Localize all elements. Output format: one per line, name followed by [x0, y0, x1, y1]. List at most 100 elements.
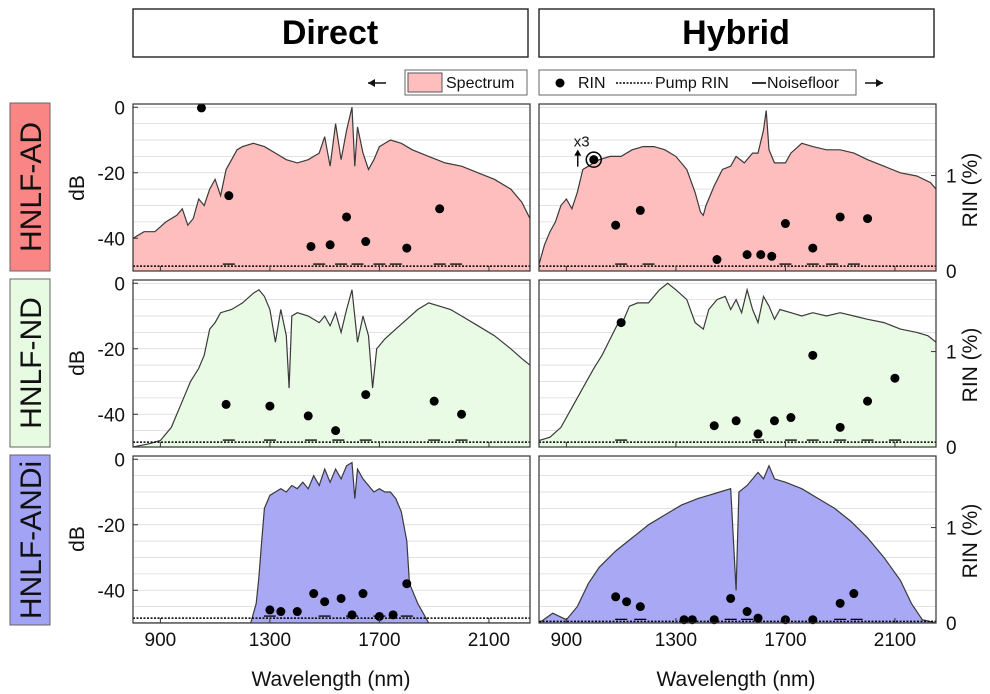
rin-point [388, 610, 398, 620]
rin-point [835, 598, 845, 608]
rin-point [402, 243, 412, 253]
spectrum-line [539, 110, 936, 265]
rin-point [679, 615, 689, 625]
rin-point [890, 373, 900, 383]
legend-rin-label: RIN [578, 75, 606, 92]
ytick-db-label: -40 [98, 581, 125, 602]
rin-point [769, 416, 779, 426]
rin-point [429, 396, 439, 406]
spectrum-fill [133, 289, 530, 447]
rin-point [358, 589, 368, 599]
rin-point [622, 597, 632, 607]
panel-plot-area [133, 107, 530, 271]
up-arrow-head-icon [574, 149, 582, 156]
panel-hnlf-nd-direct: 0 -20 -40 [98, 274, 531, 448]
rin-point [611, 592, 621, 602]
ytick-rin-label: 1 [946, 343, 957, 364]
ylabel-db-row1: dB [66, 175, 89, 201]
rin-point [712, 255, 722, 265]
legend-right: RIN Pump RIN Noisefloor [538, 69, 883, 96]
rin-point [753, 613, 763, 623]
panel-frame [538, 455, 937, 624]
rin-point [726, 593, 736, 603]
ytick-db-label: 0 [114, 98, 125, 119]
spectrum-line [539, 464, 936, 623]
rin-point [863, 396, 873, 406]
spectrum-line [133, 289, 530, 447]
ylabel-db-row2: dB [66, 350, 89, 376]
annotation-label: x3 [574, 134, 590, 151]
rin-point [589, 155, 599, 165]
panel-frame [132, 455, 531, 624]
panel-hnlf-ad-direct: 0 -20 -40 [98, 98, 531, 272]
panel-hnlf-ad-hybrid: 0 1 x3 [538, 103, 957, 283]
spectrum-fill [539, 283, 936, 447]
panel-frame [538, 103, 937, 272]
rin-point [325, 240, 335, 250]
legend-spectrum-label: Spectrum [446, 75, 514, 92]
rin-point [808, 615, 818, 625]
legend-noisefloor-label: Noisefloor [767, 75, 840, 92]
rin-point [265, 401, 275, 411]
rin-point [611, 220, 621, 230]
rin-point [786, 413, 796, 423]
xtick-label: 2100 [874, 630, 916, 651]
rin-point [331, 426, 341, 436]
spectrum-line [539, 282, 936, 442]
rin-point [361, 237, 371, 247]
panel-frame [132, 279, 531, 448]
rin-point [347, 610, 357, 620]
right-arrow-head-icon [876, 79, 883, 87]
col-title-direct: Direct [132, 8, 529, 58]
panel-frame [538, 279, 937, 448]
spectrum-line [133, 107, 530, 239]
rin-point [342, 212, 352, 222]
annotation-ring [585, 151, 603, 168]
spectrum-fill [539, 110, 936, 271]
panel-plot-area [539, 282, 936, 447]
ytick-db-label: -40 [98, 405, 125, 426]
rin-point [753, 429, 763, 439]
rin-point [709, 421, 719, 431]
rin-point [731, 416, 741, 426]
panel-hnlf-andi-hybrid: 0 1 900 1300 1700 2100 [538, 455, 957, 651]
ytick-rin-label: 1 [946, 167, 957, 188]
rin-point [635, 205, 645, 215]
rin-point [635, 602, 645, 612]
ytick-db-label: -40 [98, 229, 125, 250]
rin-point [224, 191, 234, 201]
rin-point [435, 204, 445, 214]
ytick-db-label: 0 [114, 274, 125, 295]
xtick-label: 900 [145, 630, 177, 651]
spectrum-fill [133, 107, 530, 271]
xtick-label: 1300 [655, 630, 697, 651]
rin-point [742, 607, 752, 617]
rin-point [309, 589, 319, 599]
rin-point [265, 605, 275, 615]
col-title-hybrid: Hybrid [538, 8, 935, 58]
rin-point [808, 350, 818, 360]
legend-pump-rin-label: Pump RIN [655, 75, 729, 92]
panel-plot-area [539, 110, 936, 271]
legend-spectrum-swatch [407, 72, 443, 93]
ylabel-rin-row2: RIN (%) [959, 328, 982, 403]
panel-hnlf-andi-direct: 0 -20 -40 900 1300 1700 2100 [98, 450, 531, 651]
xlabel-hybrid: Wavelength (nm) [656, 668, 815, 691]
rin-point [808, 243, 818, 253]
row-label-ad: HNLF-AD [9, 102, 51, 272]
rin-point [361, 390, 371, 400]
rin-point [336, 593, 346, 603]
rin-point [616, 318, 626, 328]
row-label-nd: HNLF-ND [9, 278, 51, 448]
ylabel-rin-row1: RIN (%) [959, 153, 982, 228]
panel-frame [132, 103, 531, 272]
rin-point [849, 589, 859, 599]
ylabel-db-row3: dB [66, 526, 89, 552]
ytick-rin-label: 0 [946, 262, 957, 283]
xtick-label: 1700 [358, 630, 400, 651]
rin-point [687, 615, 697, 625]
rin-point [292, 607, 302, 617]
rin-point [756, 250, 766, 260]
